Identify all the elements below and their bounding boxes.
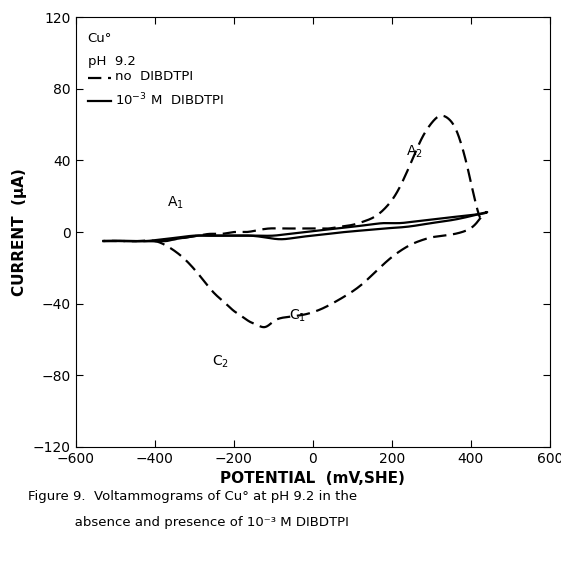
Text: 10$^{-3}$ M  DIBDTPI: 10$^{-3}$ M DIBDTPI	[115, 91, 224, 108]
Text: C$_2$: C$_2$	[212, 354, 229, 370]
Text: no  DIBDTPI: no DIBDTPI	[115, 70, 194, 83]
Text: A$_2$: A$_2$	[406, 144, 422, 160]
Text: Cu°: Cu°	[88, 32, 112, 45]
Text: absence and presence of 10⁻³ M DIBDTPI: absence and presence of 10⁻³ M DIBDTPI	[28, 516, 349, 529]
Text: A$_1$: A$_1$	[167, 194, 183, 211]
X-axis label: POTENTIAL  (mV,SHE): POTENTIAL (mV,SHE)	[220, 472, 405, 486]
Text: Figure 9.  Voltammograms of Cu° at pH 9.2 in the: Figure 9. Voltammograms of Cu° at pH 9.2…	[28, 490, 357, 503]
Text: pH  9.2: pH 9.2	[88, 55, 135, 68]
Text: C$_1$: C$_1$	[289, 307, 306, 324]
Y-axis label: CURRENT  (μA): CURRENT (μA)	[12, 168, 27, 296]
